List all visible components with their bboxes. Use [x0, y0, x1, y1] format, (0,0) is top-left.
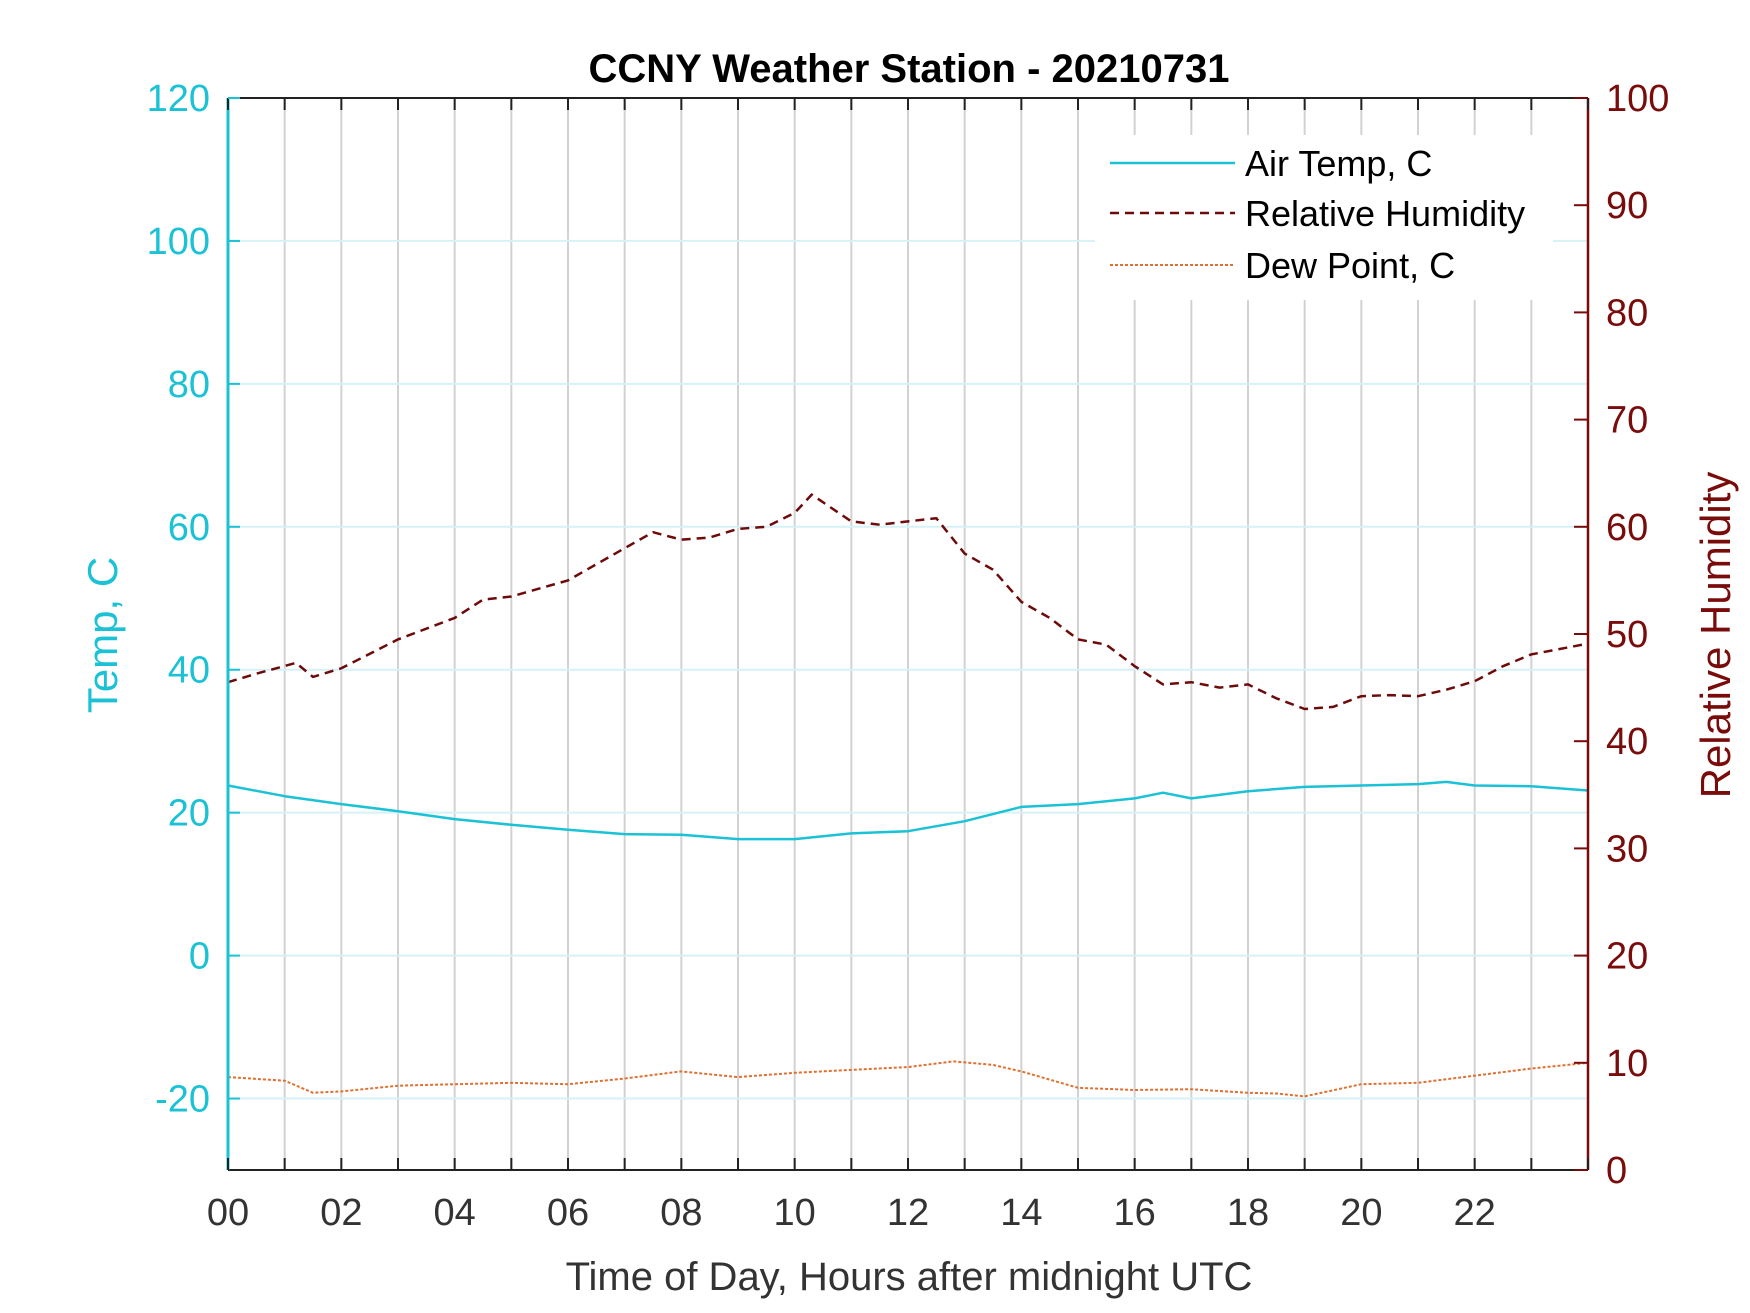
- series-dew-point: [227, 1060, 1589, 1098]
- y-left-tick-label: 100: [147, 221, 210, 263]
- x-tick-label: 22: [1454, 1192, 1496, 1234]
- axes: [226, 97, 1590, 1171]
- y-right-tick-label: 70: [1606, 400, 1648, 442]
- y-right-tick-label: 40: [1606, 721, 1648, 763]
- series-lines: [227, 493, 1589, 1098]
- grid-lines: [228, 98, 1588, 1170]
- y-right-tick-label: 10: [1606, 1043, 1648, 1085]
- x-tick-label: 06: [547, 1192, 589, 1234]
- x-tick-label: 00: [207, 1192, 249, 1234]
- chart-title: CCNY Weather Station - 20210731: [589, 47, 1230, 91]
- y-left-tick-label: 80: [168, 364, 210, 406]
- legend-label-dew-point: Dew Point, C: [1245, 245, 1455, 286]
- y-left-tick-label: 40: [168, 650, 210, 692]
- y-left-tick-label: -20: [155, 1079, 210, 1121]
- y-axis-left-label: Temp, C: [79, 557, 126, 713]
- x-tick-label: 14: [1000, 1192, 1042, 1234]
- y-left-tick-label: 60: [168, 507, 210, 549]
- series-relative-humidity: [227, 493, 1589, 711]
- x-tick-label: 16: [1114, 1192, 1156, 1234]
- y-left-tick-label: 0: [189, 936, 210, 978]
- y-left-tick-label: 20: [168, 793, 210, 835]
- legend-label-relative-humidity: Relative Humidity: [1245, 193, 1525, 234]
- y-right-tick-label: 20: [1606, 936, 1648, 978]
- x-axis-label: Time of Day, Hours after midnight UTC: [566, 1255, 1253, 1299]
- y-right-tick-label: 0: [1606, 1150, 1627, 1192]
- legend-label-air-temp: Air Temp, C: [1245, 143, 1432, 184]
- tick-labels: 00 02 04 06 08 10 12 14 16 18 20 22-200204060801001…: [147, 78, 1670, 1234]
- legend: Air Temp, C Relative Humidity Dew Point,…: [1095, 135, 1553, 300]
- x-tick-label: 02: [320, 1192, 362, 1234]
- y-right-tick-label: 30: [1606, 828, 1648, 870]
- y-right-tick-label: 100: [1606, 78, 1669, 120]
- y-right-tick-label: 90: [1606, 185, 1648, 227]
- x-tick-label: 10: [774, 1192, 816, 1234]
- y-right-tick-label: 80: [1606, 292, 1648, 334]
- y-right-tick-label: 50: [1606, 614, 1648, 656]
- y-right-tick-label: 60: [1606, 507, 1648, 549]
- y-left-tick-label: 120: [147, 78, 210, 120]
- x-tick-label: 20: [1340, 1192, 1382, 1234]
- x-tick-label: 08: [660, 1192, 702, 1234]
- x-tick-label: 04: [434, 1192, 476, 1234]
- y-axis-right-label: Relative Humidity: [1692, 472, 1739, 799]
- series-air-temp: [227, 780, 1589, 841]
- x-tick-label: 18: [1227, 1192, 1269, 1234]
- x-tick-label: 12: [887, 1192, 929, 1234]
